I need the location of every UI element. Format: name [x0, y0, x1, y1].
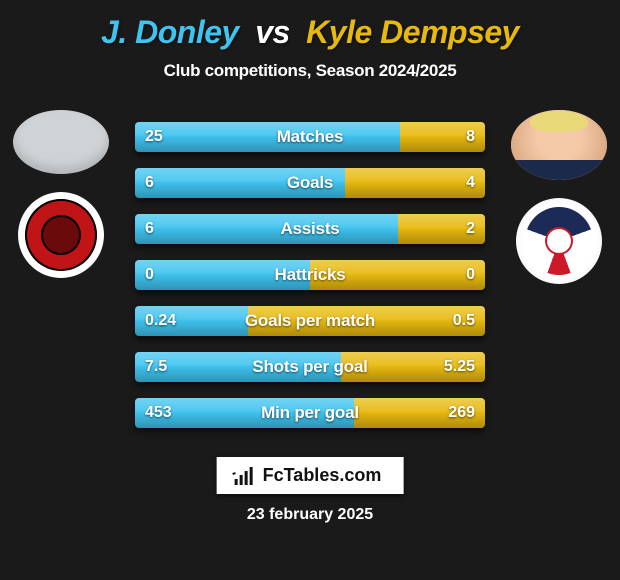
stat-label: Shots per goal: [135, 352, 485, 382]
card-title: J. Donley vs Kyle Dempsey: [0, 0, 620, 51]
stat-label: Hattricks: [135, 260, 485, 290]
stat-label: Matches: [135, 122, 485, 152]
stat-bar: 7.55.25Shots per goal: [135, 352, 485, 382]
stat-bar: 0.240.5Goals per match: [135, 306, 485, 336]
stat-label: Goals: [135, 168, 485, 198]
player1-club-crest: [18, 192, 104, 278]
player2-photo: [511, 110, 607, 180]
player1-name: J. Donley: [101, 14, 239, 50]
stat-label: Goals per match: [135, 306, 485, 336]
brand-text: FcTables.com: [263, 465, 382, 486]
right-column: [504, 110, 614, 284]
stat-label: Assists: [135, 214, 485, 244]
stat-bar: 258Matches: [135, 122, 485, 152]
stat-label: Min per goal: [135, 398, 485, 428]
brand-logo-icon: [235, 467, 257, 485]
vs-text: vs: [255, 14, 290, 50]
stats-bars: 258Matches 64Goals 62Assists 00Hattricks 0.2…: [135, 122, 485, 444]
brand-badge: FcTables.com: [217, 457, 404, 494]
card-subtitle: Club competitions, Season 2024/2025: [0, 61, 620, 81]
stat-bar: 00Hattricks: [135, 260, 485, 290]
player1-photo: [13, 110, 109, 174]
card-date: 23 february 2025: [0, 506, 620, 524]
comparison-card: J. Donley vs Kyle Dempsey Club competiti…: [0, 0, 620, 580]
stat-bar: 64Goals: [135, 168, 485, 198]
stat-bar: 62Assists: [135, 214, 485, 244]
left-column: [6, 110, 116, 278]
stat-bar: 453269Min per goal: [135, 398, 485, 428]
player2-club-crest: [516, 198, 602, 284]
player2-name: Kyle Dempsey: [306, 14, 519, 50]
